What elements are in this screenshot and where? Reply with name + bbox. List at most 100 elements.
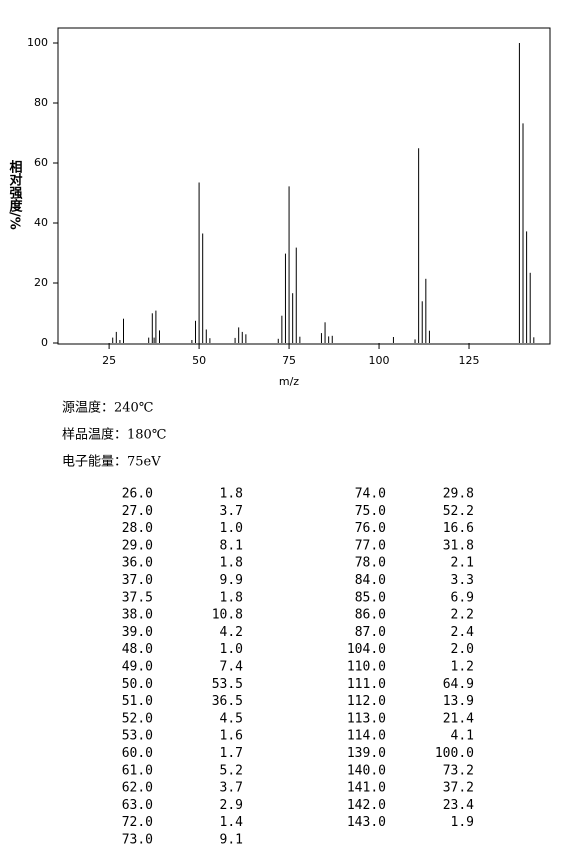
x-tick-label: 50 [192,354,206,367]
table-intensity: 5.2 [220,763,243,778]
table-intensity: 52.2 [443,504,474,519]
condition: 样品温度：180℃ [62,427,166,443]
table-mz: 38.0 [122,608,153,623]
table-intensity: 2.0 [451,642,474,657]
x-tick-label: 125 [459,354,480,367]
table-mz: 84.0 [355,573,386,588]
table-intensity: 3.7 [220,781,243,796]
table-intensity: 23.4 [443,798,474,813]
table-mz: 36.0 [122,556,153,571]
table-intensity: 4.5 [220,711,243,726]
table-intensity: 31.8 [443,538,474,553]
table-mz: 114.0 [347,729,386,744]
table-intensity: 1.2 [451,660,474,675]
table-mz: 48.0 [122,642,153,657]
table-mz: 110.0 [347,660,386,675]
table-mz: 112.0 [347,694,386,709]
table-mz: 53.0 [122,729,153,744]
table-intensity: 6.9 [451,590,474,605]
table-mz: 62.0 [122,781,153,796]
table-mz: 26.0 [122,487,153,502]
table-intensity: 9.1 [220,833,243,848]
table-intensity: 1.0 [220,642,243,657]
y-tick-label: 100 [27,36,48,49]
table-intensity: 100.0 [435,746,474,761]
table-mz: 140.0 [347,763,386,778]
table-intensity: 4.1 [451,729,474,744]
table-mz: 27.0 [122,504,153,519]
table-intensity: 2.1 [451,556,474,571]
table-mz: 142.0 [347,798,386,813]
table-mz: 74.0 [355,487,386,502]
table-mz: 52.0 [122,711,153,726]
plot-frame [57,27,551,345]
table-mz: 37.5 [122,590,153,605]
table-mz: 29.0 [122,538,153,553]
table-mz: 141.0 [347,781,386,796]
table-mz: 72.0 [122,815,153,830]
table-mz: 113.0 [347,711,386,726]
y-tick-label: 0 [41,336,48,349]
table-intensity: 21.4 [443,711,474,726]
table-mz: 87.0 [355,625,386,640]
table-intensity: 2.2 [451,608,474,623]
table-intensity: 1.8 [220,556,243,571]
table-mz: 77.0 [355,538,386,553]
y-tick-label: 40 [34,216,48,229]
table-mz: 51.0 [122,694,153,709]
table-mz: 143.0 [347,815,386,830]
table-intensity: 1.8 [220,590,243,605]
table-intensity: 4.2 [220,625,243,640]
table-mz: 50.0 [122,677,153,692]
table-intensity: 16.6 [443,521,474,536]
table-intensity: 1.8 [220,487,243,502]
x-tick-label: 25 [102,354,116,367]
table-intensity: 73.2 [443,763,474,778]
table-mz: 61.0 [122,763,153,778]
table-intensity: 1.4 [220,815,244,830]
table-intensity: 37.2 [443,781,474,796]
table-intensity: 1.6 [220,729,243,744]
table-mz: 104.0 [347,642,386,657]
table-mz: 78.0 [355,556,386,571]
table-mz: 139.0 [347,746,386,761]
table-intensity: 7.4 [220,660,244,675]
condition: 源温度：240℃ [62,400,153,416]
table-intensity: 3.7 [220,504,243,519]
table-intensity: 64.9 [443,677,474,692]
y-axis-label: 相对强度/% [7,159,23,229]
table-intensity: 10.8 [212,608,243,623]
table-mz: 49.0 [122,660,153,675]
table-mz: 37.0 [122,573,153,588]
x-tick-label: 100 [369,354,390,367]
condition: 电子能量：75eV [62,455,161,470]
table-intensity: 2.4 [451,625,475,640]
table-intensity: 8.1 [220,538,243,553]
table-mz: 60.0 [122,746,153,761]
table-mz: 111.0 [347,677,386,692]
y-tick-label: 60 [34,156,48,169]
table-mz: 76.0 [355,521,386,536]
table-intensity: 9.9 [220,573,243,588]
table-intensity: 2.9 [220,798,243,813]
x-tick-label: 75 [282,354,296,367]
table-intensity: 13.9 [443,694,474,709]
table-mz: 85.0 [355,590,386,605]
table-intensity: 1.0 [220,521,243,536]
table-mz: 86.0 [355,608,386,623]
table-mz: 63.0 [122,798,153,813]
table-intensity: 1.9 [451,815,474,830]
table-mz: 28.0 [122,521,153,536]
table-mz: 75.0 [355,504,386,519]
table-intensity: 1.7 [220,746,243,761]
x-axis-label: m/z [279,375,299,388]
table-intensity: 29.8 [443,487,474,502]
y-tick-label: 80 [34,96,48,109]
table-mz: 39.0 [122,625,153,640]
table-intensity: 36.5 [212,694,243,709]
y-tick-label: 20 [34,276,48,289]
table-mz: 73.0 [122,833,153,848]
table-intensity: 53.5 [212,677,243,692]
table-intensity: 3.3 [451,573,474,588]
